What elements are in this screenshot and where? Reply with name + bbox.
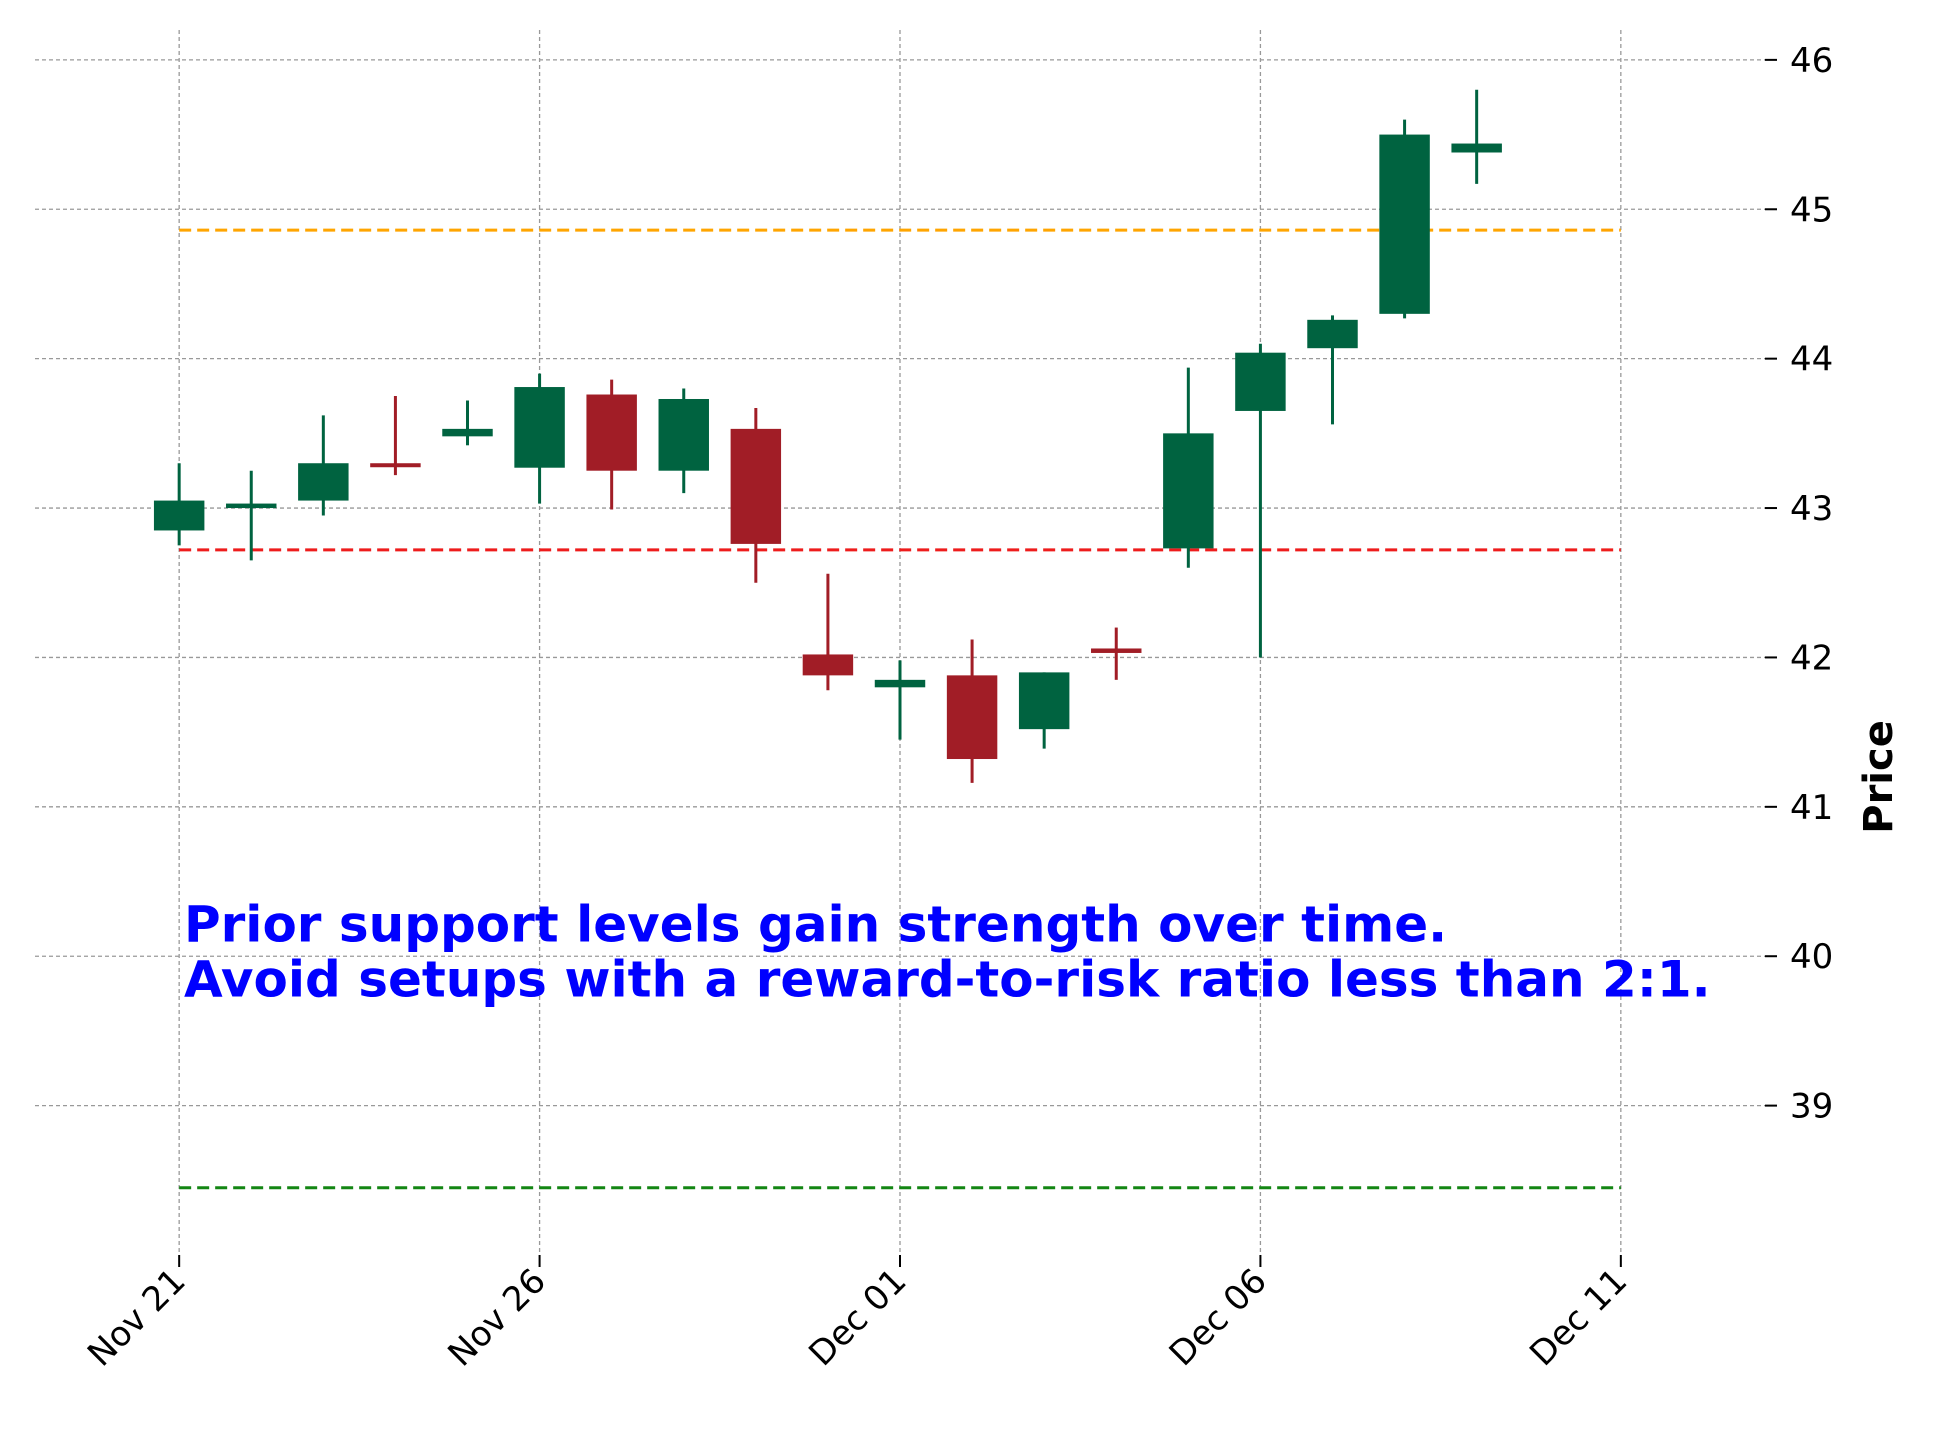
candle-body [1451,143,1502,153]
candle [1235,343,1286,658]
candle [802,573,854,691]
y-tick-label: 44 [1790,340,1833,380]
candle-body [1307,319,1358,349]
candle [586,379,637,510]
candle-body [1163,433,1214,549]
candle [1307,315,1358,425]
y-tick-label: 40 [1790,937,1833,977]
candle-body [153,500,205,531]
y-tick-label: 46 [1790,41,1833,81]
candle [658,388,709,494]
candle [730,407,782,583]
x-tick-label: Dec 11 [1522,1261,1635,1374]
candle [514,373,565,504]
candle [370,396,421,476]
candle-body [298,463,349,501]
x-tick-label: Dec 01 [801,1261,914,1374]
candle [1451,89,1502,184]
candle-body [1091,648,1142,653]
candle-body [946,675,998,760]
candle-body [586,394,637,471]
y-tick-label: 42 [1790,638,1833,678]
candle-body [1235,352,1286,411]
candle-body [802,654,854,676]
candle [946,639,998,783]
candle [874,660,926,740]
y-tick-label: 41 [1790,788,1833,828]
x-tick-label: Dec 06 [1162,1261,1275,1374]
candle-body [1379,134,1430,314]
y-tick-label: 45 [1790,190,1833,230]
candle-body [370,463,421,468]
x-tick-label: Nov 21 [80,1261,193,1374]
candle-body [226,503,277,509]
annotation-line-2: Avoid setups with a reward-to-risk ratio… [184,951,1711,1009]
candle-body [730,428,782,544]
candle-body [514,387,565,468]
candle [1163,367,1214,568]
candle-body [658,398,709,471]
grid-layer [35,30,1765,1255]
x-tick-label: Nov 26 [441,1261,554,1374]
y-tick-label: 43 [1790,489,1833,529]
candle-body [442,428,493,437]
y-tick-label: 39 [1790,1087,1833,1127]
candle-body [874,679,926,688]
candle [298,415,349,516]
candle [442,400,493,446]
candle-body [1018,672,1070,730]
candle [1091,627,1142,680]
candle [1018,672,1070,749]
candle [226,470,277,561]
candle [153,463,205,546]
annotation-line-1: Prior support levels gain strength over … [184,895,1447,953]
y-axis-label: Price [1856,720,1902,834]
candles [153,89,1502,783]
candle [1379,119,1430,319]
level-lines [179,228,1621,1190]
